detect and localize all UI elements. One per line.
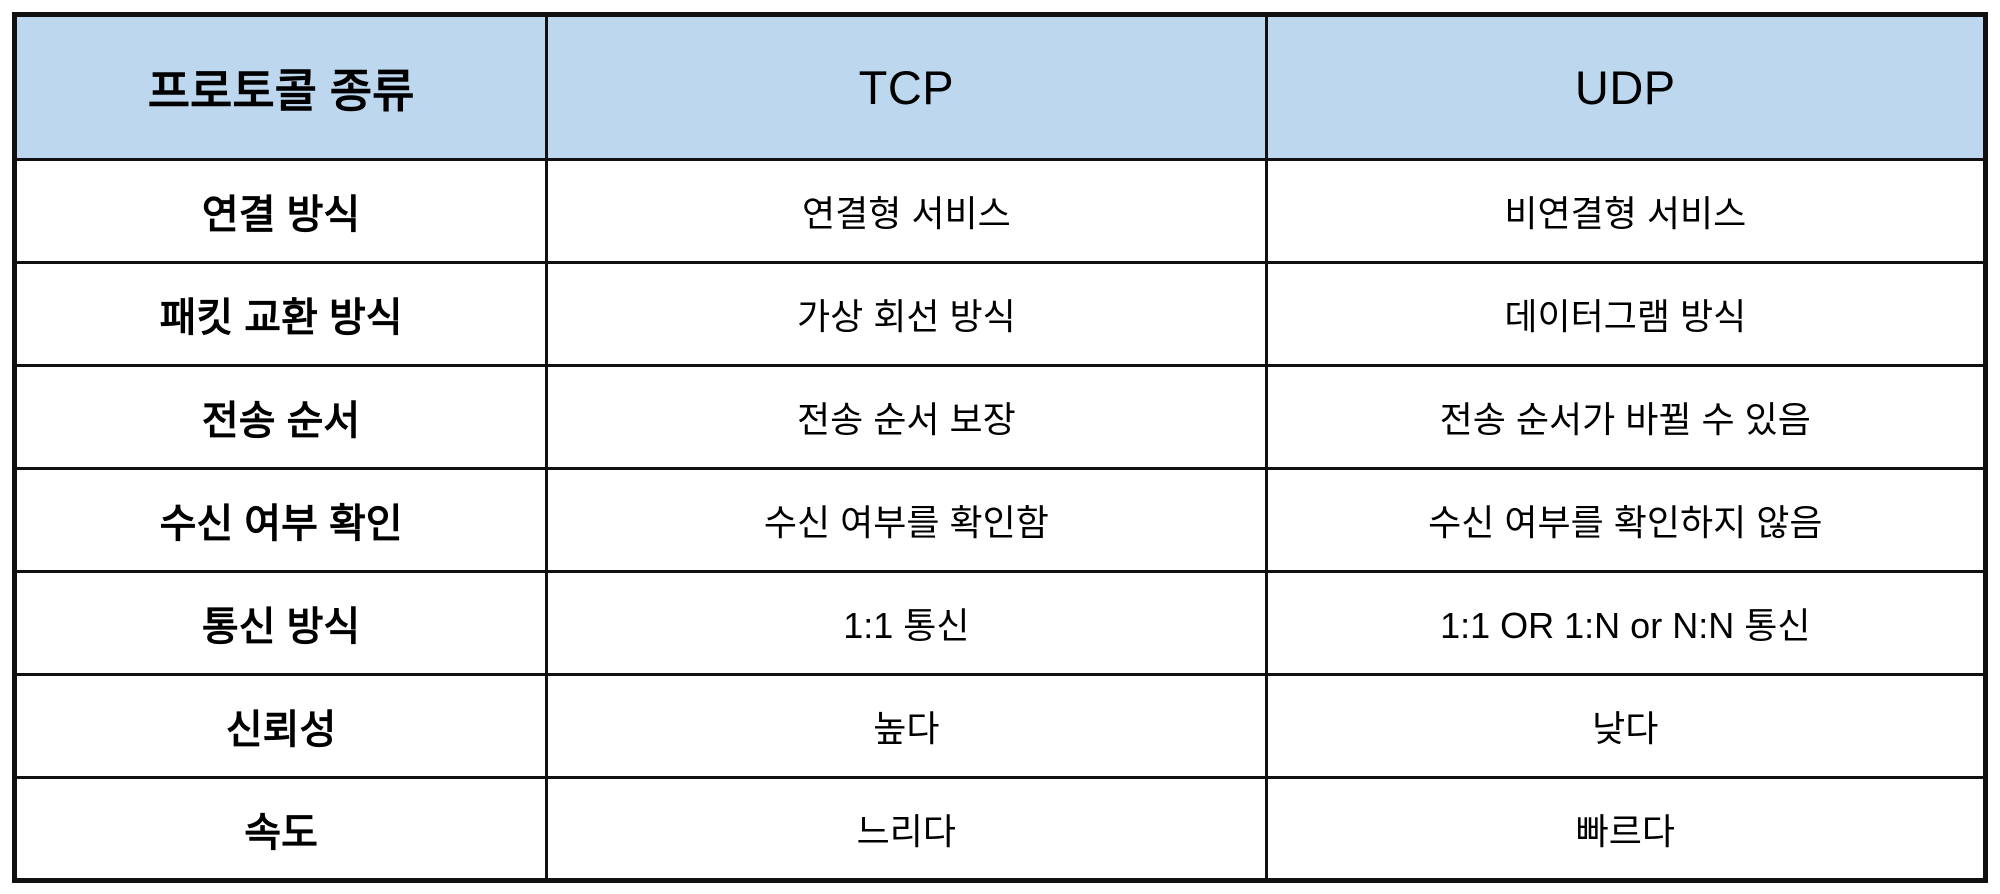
table-row-packet-exchange: 패킷 교환 방식 가상 회선 방식 데이터그램 방식	[12, 261, 1988, 367]
udp-value-cell: 낮다	[1264, 673, 1988, 779]
udp-value-cell: 수신 여부를 확인하지 않음	[1264, 467, 1988, 573]
table-row-receipt-confirmation: 수신 여부 확인 수신 여부를 확인함 수신 여부를 확인하지 않음	[12, 467, 1988, 573]
table-row-reliability: 신뢰성 높다 낮다	[12, 673, 1988, 779]
table-row-connection-method: 연결 방식 연결형 서비스 비연결형 서비스	[12, 158, 1988, 264]
tcp-value-cell: 전송 순서 보장	[545, 364, 1268, 470]
udp-value-cell: 빠르다	[1264, 776, 1988, 882]
udp-value-cell: 데이터그램 방식	[1264, 261, 1988, 367]
tcp-value-cell: 수신 여부를 확인함	[545, 467, 1268, 573]
udp-value-cell: 전송 순서가 바뀔 수 있음	[1264, 364, 1988, 470]
tcp-udp-comparison-table: 프로토콜 종류 TCP UDP 연결 방식 연결형 서비스 비연결형 서비스 패…	[12, 12, 1988, 883]
tcp-value-cell: 연결형 서비스	[545, 158, 1268, 264]
row-label-cell: 연결 방식	[12, 158, 549, 264]
row-label-cell: 패킷 교환 방식	[12, 261, 549, 367]
tcp-value-cell: 1:1 통신	[545, 570, 1268, 676]
row-label-cell: 신뢰성	[12, 673, 549, 779]
row-label-cell: 통신 방식	[12, 570, 549, 676]
tcp-value-cell: 느리다	[545, 776, 1268, 882]
udp-value-cell: 비연결형 서비스	[1264, 158, 1988, 264]
tcp-value-cell: 높다	[545, 673, 1268, 779]
row-label-cell: 속도	[12, 776, 549, 882]
row-label-cell: 수신 여부 확인	[12, 467, 549, 573]
udp-value-cell: 1:1 OR 1:N or N:N 통신	[1264, 570, 1988, 676]
table-row-transmission-order: 전송 순서 전송 순서 보장 전송 순서가 바뀔 수 있음	[12, 364, 1988, 470]
table-row-speed: 속도 느리다 빠르다	[12, 776, 1988, 882]
table-row-communication-method: 통신 방식 1:1 통신 1:1 OR 1:N or N:N 통신	[12, 570, 1988, 676]
tcp-value-cell: 가상 회선 방식	[545, 261, 1268, 367]
header-cell-udp: UDP	[1264, 13, 1988, 161]
header-cell-tcp: TCP	[545, 13, 1268, 161]
header-cell-protocol-type: 프로토콜 종류	[12, 13, 549, 161]
row-label-cell: 전송 순서	[12, 364, 549, 470]
table-header-row: 프로토콜 종류 TCP UDP	[12, 13, 1988, 161]
